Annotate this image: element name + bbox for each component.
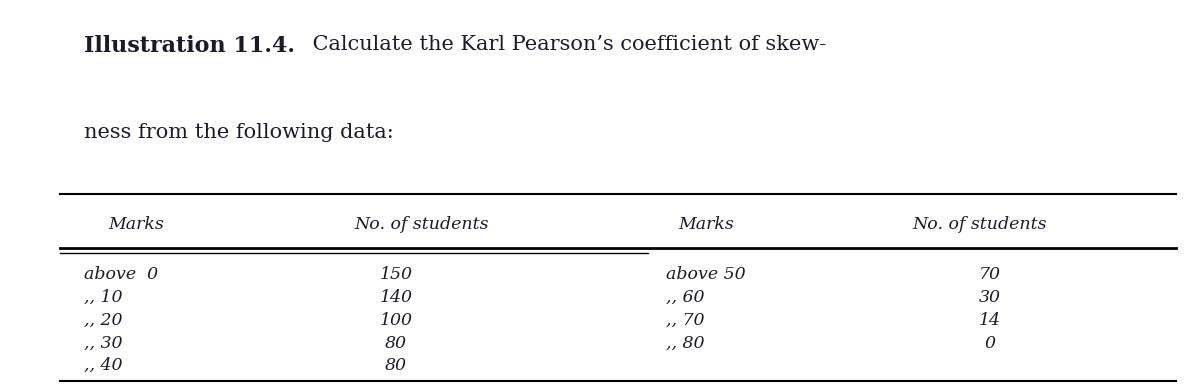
Text: ,, 10: ,, 10 — [84, 289, 122, 306]
Text: 30: 30 — [979, 289, 1001, 306]
Text: ,, 30: ,, 30 — [84, 335, 122, 352]
Text: 0: 0 — [984, 335, 996, 352]
Text: ness from the following data:: ness from the following data: — [84, 123, 394, 142]
Text: Marks: Marks — [678, 216, 733, 233]
Text: above 50: above 50 — [666, 266, 745, 283]
Text: Illustration 11.4.: Illustration 11.4. — [84, 35, 295, 56]
Text: 14: 14 — [979, 312, 1001, 329]
Text: No. of students: No. of students — [912, 216, 1046, 233]
Text: 80: 80 — [385, 357, 407, 374]
Text: ,, 20: ,, 20 — [84, 312, 122, 329]
Text: 140: 140 — [379, 289, 413, 306]
Text: 70: 70 — [979, 266, 1001, 283]
Text: ,, 40: ,, 40 — [84, 357, 122, 374]
Text: above  0: above 0 — [84, 266, 158, 283]
Text: 150: 150 — [379, 266, 413, 283]
Text: Marks: Marks — [108, 216, 163, 233]
Text: Calculate the Karl Pearson’s coefficient of skew-: Calculate the Karl Pearson’s coefficient… — [306, 35, 827, 53]
Text: No. of students: No. of students — [354, 216, 488, 233]
Text: 80: 80 — [385, 335, 407, 352]
Text: 100: 100 — [379, 312, 413, 329]
Text: ,, 80: ,, 80 — [666, 335, 704, 352]
Text: ,, 60: ,, 60 — [666, 289, 704, 306]
Text: ,, 70: ,, 70 — [666, 312, 704, 329]
